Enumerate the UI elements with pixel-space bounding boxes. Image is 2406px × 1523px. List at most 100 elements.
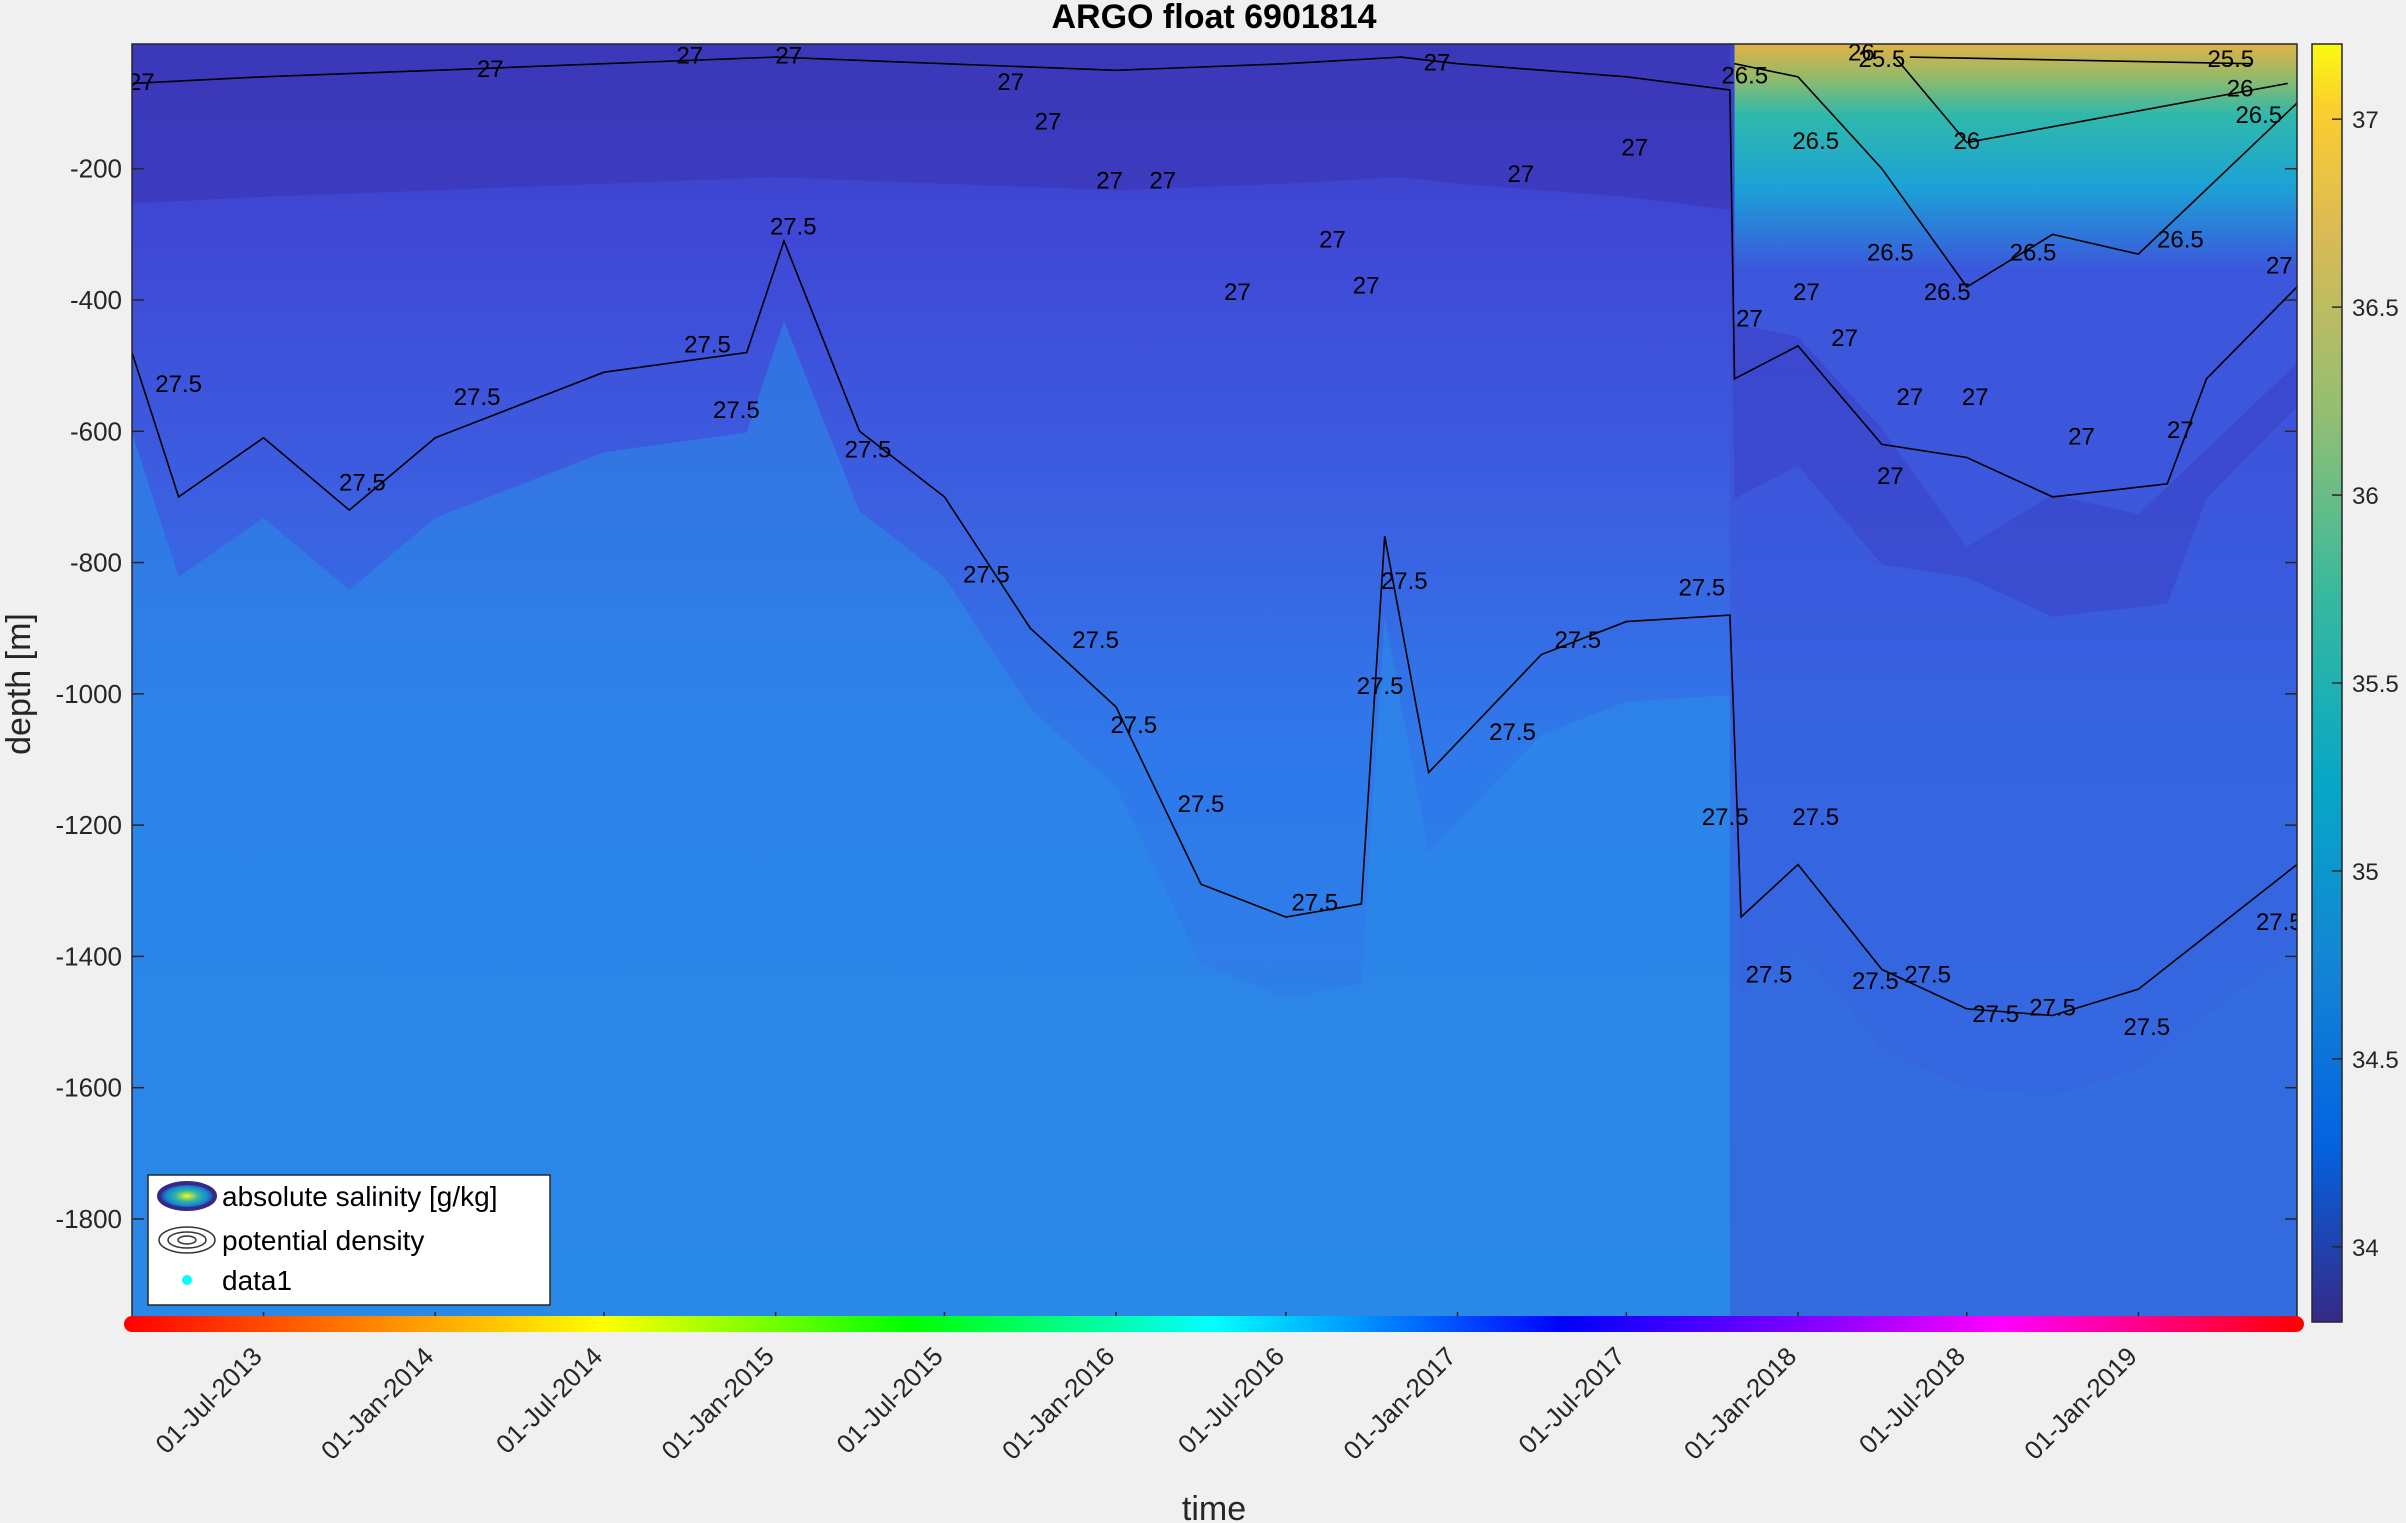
contour-label: 27.5 xyxy=(684,332,731,359)
contour-label: 26.5 xyxy=(2157,227,2204,254)
contour-label: 25.5 xyxy=(2207,46,2254,73)
colorbar-tick-label: 35.5 xyxy=(2352,671,2399,698)
contour-label: 27 xyxy=(1224,279,1251,306)
y-tick-label: -1000 xyxy=(56,679,123,709)
salinity-legend-icon xyxy=(157,1181,217,1211)
contour-label: 27.5 xyxy=(1554,627,1601,654)
contour-line-27-5 xyxy=(132,238,2297,1017)
x-tick-label: 01-Jan-2018 xyxy=(1678,1341,1802,1465)
contour-label: 27.5 xyxy=(1904,962,1951,989)
salinity-field xyxy=(132,44,2297,1324)
colorbar-tick-label: 34.5 xyxy=(2352,1047,2399,1074)
x-tick-label: 01-Jan-2017 xyxy=(1337,1341,1461,1465)
contour-label: 27.5 xyxy=(1792,804,1839,831)
contour-label: 27.5 xyxy=(1110,712,1157,739)
contour-label: 27.5 xyxy=(713,397,760,424)
colorbar-tick-label: 36.5 xyxy=(2352,295,2399,322)
contour-label: 27 xyxy=(1424,49,1451,76)
density-legend-icon xyxy=(158,1226,216,1254)
contour-label: 27.5 xyxy=(1072,627,1119,654)
contour-line-27 xyxy=(132,56,2297,498)
y-tick-label: -1400 xyxy=(56,941,123,971)
y-axis-label: depth [m] xyxy=(0,613,38,755)
contour-label: 27 xyxy=(1508,161,1535,188)
contour-label: 27 xyxy=(1877,463,1904,490)
contour-label: 27 xyxy=(1897,384,1924,411)
x-tick-label: 01-Jan-2014 xyxy=(315,1341,439,1465)
contour-label: 27.5 xyxy=(1746,962,1793,989)
x-tick-label: 01-Jul-2018 xyxy=(1853,1341,1971,1459)
x-tick-label: 01-Jul-2017 xyxy=(1512,1341,1630,1459)
contour-label: 27 xyxy=(1793,279,1820,306)
contour-label: 27 xyxy=(1149,167,1176,194)
x-axis: 01-Jul-2013 01-Jan-2014 01-Jul-2014 01-Jan-… xyxy=(149,1312,2143,1465)
contour-label: 27.5 xyxy=(1972,1001,2019,1028)
legend-entry-salinity: absolute salinity [g/kg] xyxy=(222,1181,498,1212)
legend-entry-data1: data1 xyxy=(222,1265,292,1296)
contour-label: 27 xyxy=(1831,325,1858,352)
legend-entry-density: potential density xyxy=(222,1225,424,1256)
y-axis: -200 -400 -600 -800 -1000 -1200 -1400 -1600 -180… xyxy=(56,154,2297,1234)
contour-label: 27 xyxy=(477,56,504,83)
contour-label: 27 xyxy=(1962,384,1989,411)
contour-label: 27.5 xyxy=(1381,568,1428,595)
contour-label: 27 xyxy=(1621,135,1648,162)
y-tick-label: -600 xyxy=(70,416,122,446)
y-tick-label: -400 xyxy=(70,285,122,315)
contour-label: 27.5 xyxy=(1852,968,1899,995)
x-tick-label: 01-Jul-2013 xyxy=(149,1341,267,1459)
time-colorbar xyxy=(124,1316,2304,1332)
contour-label: 27.5 xyxy=(2123,1014,2170,1041)
contour-label: 27 xyxy=(2068,423,2095,450)
colorbar-tick-label: 34 xyxy=(2352,1235,2379,1262)
contour-label: 27.5 xyxy=(963,561,1010,588)
contour-label: 26.5 xyxy=(1721,62,1768,89)
contour-label: 27 xyxy=(1035,108,1062,135)
contour-label: 27 xyxy=(128,69,155,96)
contour-label: 26.5 xyxy=(2010,240,2057,267)
y-tick-label: -1800 xyxy=(56,1204,123,1234)
contour-line-26-5 xyxy=(1734,62,2297,288)
contour-label: 27.5 xyxy=(339,469,386,496)
contour-label: 27 xyxy=(775,43,802,70)
contour-label: 27.5 xyxy=(1291,890,1338,917)
contour-label: 26 xyxy=(1848,39,1875,66)
contour-label: 27.5 xyxy=(770,213,817,240)
contour-label: 26.5 xyxy=(1792,128,1839,155)
x-tick-label: 01-Jan-2016 xyxy=(996,1341,1120,1465)
x-axis-label: time xyxy=(1182,1490,1246,1523)
contour-label: 26 xyxy=(1953,128,1980,155)
x-tick-label: 01-Jul-2016 xyxy=(1172,1341,1290,1459)
data1-legend-marker xyxy=(182,1275,192,1285)
contour-line-25-5 xyxy=(1909,56,2251,65)
colorbar-tick-label: 36 xyxy=(2352,483,2379,510)
contour-label: 27.5 xyxy=(454,384,501,411)
x-tick-label: 01-Jan-2019 xyxy=(2018,1341,2142,1465)
contour-label: 25.5 xyxy=(1859,46,1906,73)
contour-label: 27.5 xyxy=(1702,804,1749,831)
contour-label: 27.5 xyxy=(1357,673,1404,700)
colorbar-ticks: 34 34.5 35 35.5 36 36.5 37 xyxy=(2332,107,2399,1262)
x-tick-label: 01-Jul-2014 xyxy=(490,1341,608,1459)
contour-labels: 27 27 27 27 27 27 27 27 27 27 27 27 27 27 27 27 27 27 27 27… xyxy=(128,39,2303,1041)
contour-label: 27.5 xyxy=(2256,909,2303,936)
contour-label: 27 xyxy=(997,69,1024,96)
contour-label: 26.5 xyxy=(1867,240,1914,267)
density-contours xyxy=(132,56,2297,1017)
contour-label: 27.5 xyxy=(155,371,202,398)
high-salinity-intrusion xyxy=(1734,44,2297,547)
contour-label: 27 xyxy=(1353,272,1380,299)
y-tick-label: -200 xyxy=(70,154,122,184)
x-tick-label: 01-Jul-2015 xyxy=(830,1341,948,1459)
colorbar-tick-label: 35 xyxy=(2352,859,2379,886)
contour-label: 27.5 xyxy=(2029,995,2076,1022)
contour-label: 27.5 xyxy=(845,437,892,464)
chart-title: ARGO float 6901814 xyxy=(1051,0,1376,36)
contour-label: 26.5 xyxy=(2235,102,2282,129)
contour-label: 27.5 xyxy=(1679,574,1726,601)
contour-label: 27.5 xyxy=(1178,791,1225,818)
y-tick-label: -1200 xyxy=(56,810,123,840)
colorbar-tick-label: 37 xyxy=(2352,107,2379,134)
contour-label: 27.5 xyxy=(1489,719,1536,746)
